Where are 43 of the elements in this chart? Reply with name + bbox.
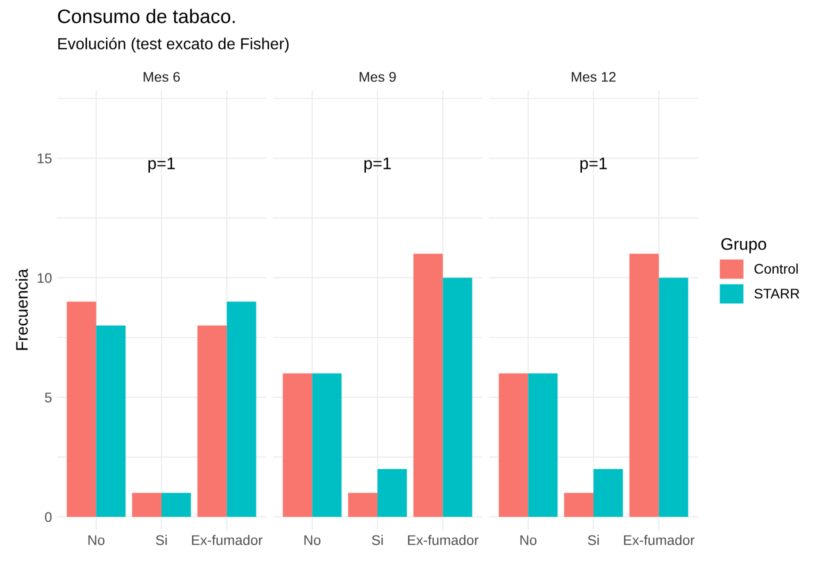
annotation: p=1 [148, 158, 175, 173]
bar [162, 492, 191, 517]
x-tick-label: No [304, 535, 320, 546]
bar [629, 254, 659, 517]
bar [564, 492, 594, 517]
annotation: p=1 [580, 158, 607, 173]
text: Evolución (test excato de Fisher) [58, 37, 289, 53]
bar [594, 469, 623, 517]
legend-label: Control [754, 264, 798, 274]
y-tick-label: 0 [44, 512, 52, 522]
x-tick-label: Si [156, 534, 167, 546]
bar [312, 373, 342, 517]
bar [348, 492, 378, 517]
bar [413, 254, 443, 517]
x-tick-label: No [88, 535, 104, 546]
x-tick-label: Ex-fumador [624, 534, 694, 546]
y-axis-title: Frecuencia [16, 268, 28, 350]
legend-label: STARR [754, 288, 800, 299]
chart-title: Mes 9 [360, 72, 396, 82]
legend-title: Grupo [721, 238, 766, 254]
bar [528, 373, 558, 517]
bar [66, 302, 96, 517]
bar [132, 492, 162, 517]
y-tick-label: 5 [44, 392, 52, 402]
x-tick-label: Ex-fumador [408, 534, 478, 546]
x-tick-label: Si [588, 534, 599, 546]
x-tick-label: Ex-fumador [192, 534, 262, 546]
bar [282, 373, 312, 517]
bar [226, 302, 256, 517]
text: Consumo de tabaco. [58, 8, 235, 24]
bar [442, 278, 472, 517]
x-tick-label: Si [372, 534, 383, 546]
chart-title: Mes 6 [144, 72, 180, 82]
bar [658, 278, 688, 517]
chart-title: Mes 12 [572, 72, 616, 82]
bar [197, 326, 227, 517]
annotation: p=1 [364, 158, 391, 173]
y-tick-label: 10 [38, 273, 52, 283]
bar [96, 326, 126, 517]
y-tick-label: 15 [38, 154, 52, 164]
bar [498, 373, 528, 517]
bar [378, 469, 407, 517]
x-tick-label: No [520, 535, 536, 546]
